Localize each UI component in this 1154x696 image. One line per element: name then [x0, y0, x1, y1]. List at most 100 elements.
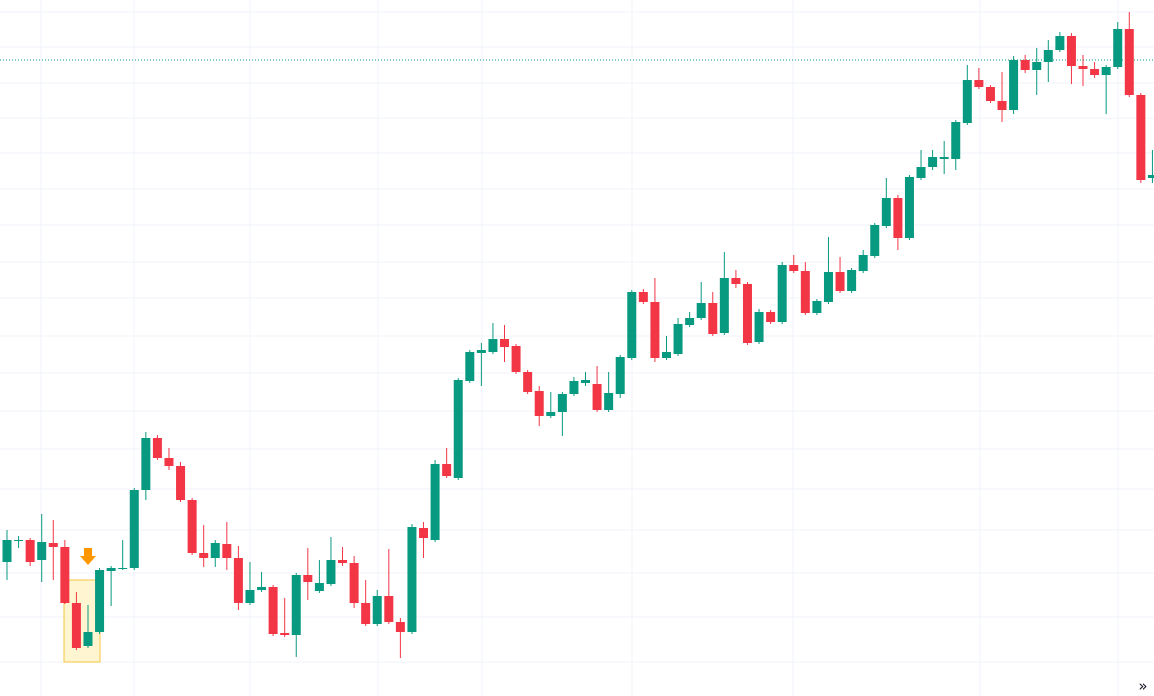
candle-body [777, 265, 787, 322]
candle-body [870, 225, 880, 256]
candle-body [361, 603, 371, 624]
candle-body [997, 101, 1007, 110]
candle-body [858, 255, 868, 271]
candle-body [939, 157, 949, 159]
candle-body [1124, 29, 1134, 95]
candle-body [847, 270, 857, 291]
candle-body [604, 393, 614, 410]
candle-body [14, 540, 24, 541]
candle-body [1032, 62, 1042, 70]
candle-body [685, 318, 695, 325]
candle-body [349, 563, 359, 603]
candle-body [1078, 66, 1088, 69]
candle-body [1066, 36, 1076, 66]
candle-body [1043, 50, 1053, 62]
candle-body [141, 438, 151, 490]
candle-body [25, 540, 35, 562]
candle-body [696, 303, 706, 318]
candle-body [523, 372, 533, 392]
candle-body [48, 543, 58, 547]
candle-body [164, 458, 174, 466]
candle-body [453, 380, 463, 478]
candle-body [557, 394, 567, 412]
candle-body [928, 157, 938, 167]
candle-body [1020, 60, 1030, 70]
candle-body [37, 542, 47, 560]
candle-body [1090, 69, 1100, 75]
candle-body [500, 339, 510, 347]
candle-body [257, 587, 267, 590]
candle-body [407, 527, 417, 632]
candle-body [268, 587, 278, 634]
candle-body [60, 547, 70, 603]
candle-body [592, 384, 602, 410]
candle-body [627, 292, 637, 358]
candle-body [442, 464, 452, 476]
candle-body [71, 603, 81, 648]
candle-body [395, 622, 405, 632]
candle-body [881, 198, 891, 226]
candle-body [569, 381, 579, 394]
candle-body [129, 490, 139, 568]
candle-body [465, 352, 475, 381]
candle-body [974, 80, 984, 87]
vertical-grid [40, 0, 1119, 696]
candle-body [118, 568, 128, 569]
candle-body [280, 633, 290, 635]
candle-body [951, 122, 961, 159]
candle-body [1136, 95, 1146, 180]
candle-body [419, 528, 429, 538]
candle-body [222, 544, 232, 558]
candle-body [638, 292, 648, 302]
candle-body [326, 560, 336, 584]
horizontal-grid [0, 11, 1154, 663]
candle-body [800, 271, 810, 313]
pattern-highlight [63, 579, 101, 663]
candle-body [83, 632, 93, 646]
candle-body [661, 352, 671, 358]
candle-body [199, 553, 209, 558]
candle-body [430, 464, 440, 540]
candle-body [893, 198, 903, 238]
candle-body [673, 324, 683, 354]
candle-body [1113, 29, 1123, 67]
candle-body [476, 350, 486, 353]
candle-body [615, 357, 625, 394]
candle-body [731, 278, 741, 284]
candle-body [210, 543, 220, 558]
candle-body [95, 570, 105, 632]
candle-body [488, 339, 498, 352]
candle-body [152, 438, 162, 458]
candle-body [2, 540, 12, 562]
candle-body [916, 167, 926, 178]
signal-arrow [80, 548, 96, 565]
candle-body [789, 265, 799, 271]
candle-body [1055, 36, 1065, 50]
candle-body [766, 312, 776, 322]
candle-body [303, 575, 313, 582]
candle-body [291, 575, 301, 635]
candle-body [812, 301, 822, 313]
candle-body [384, 596, 394, 622]
candle-body [581, 380, 590, 383]
candle-body [338, 560, 348, 563]
candle-body [1009, 60, 1019, 110]
candle-body [314, 583, 324, 591]
candle-body [187, 500, 197, 553]
candle-body [962, 80, 972, 123]
candle-body [511, 346, 521, 372]
candle-body [372, 596, 382, 624]
candle-body [650, 302, 660, 358]
candle-body [754, 312, 764, 342]
scroll-to-latest-button[interactable]: » [1132, 676, 1154, 696]
candle-body [835, 272, 845, 291]
candle-body [708, 303, 718, 334]
candle-body [985, 87, 995, 101]
candle-body [1147, 175, 1154, 178]
candle-body [742, 284, 752, 343]
candle-body [176, 466, 186, 500]
candle-body [534, 391, 544, 416]
candle-body [1101, 67, 1111, 75]
